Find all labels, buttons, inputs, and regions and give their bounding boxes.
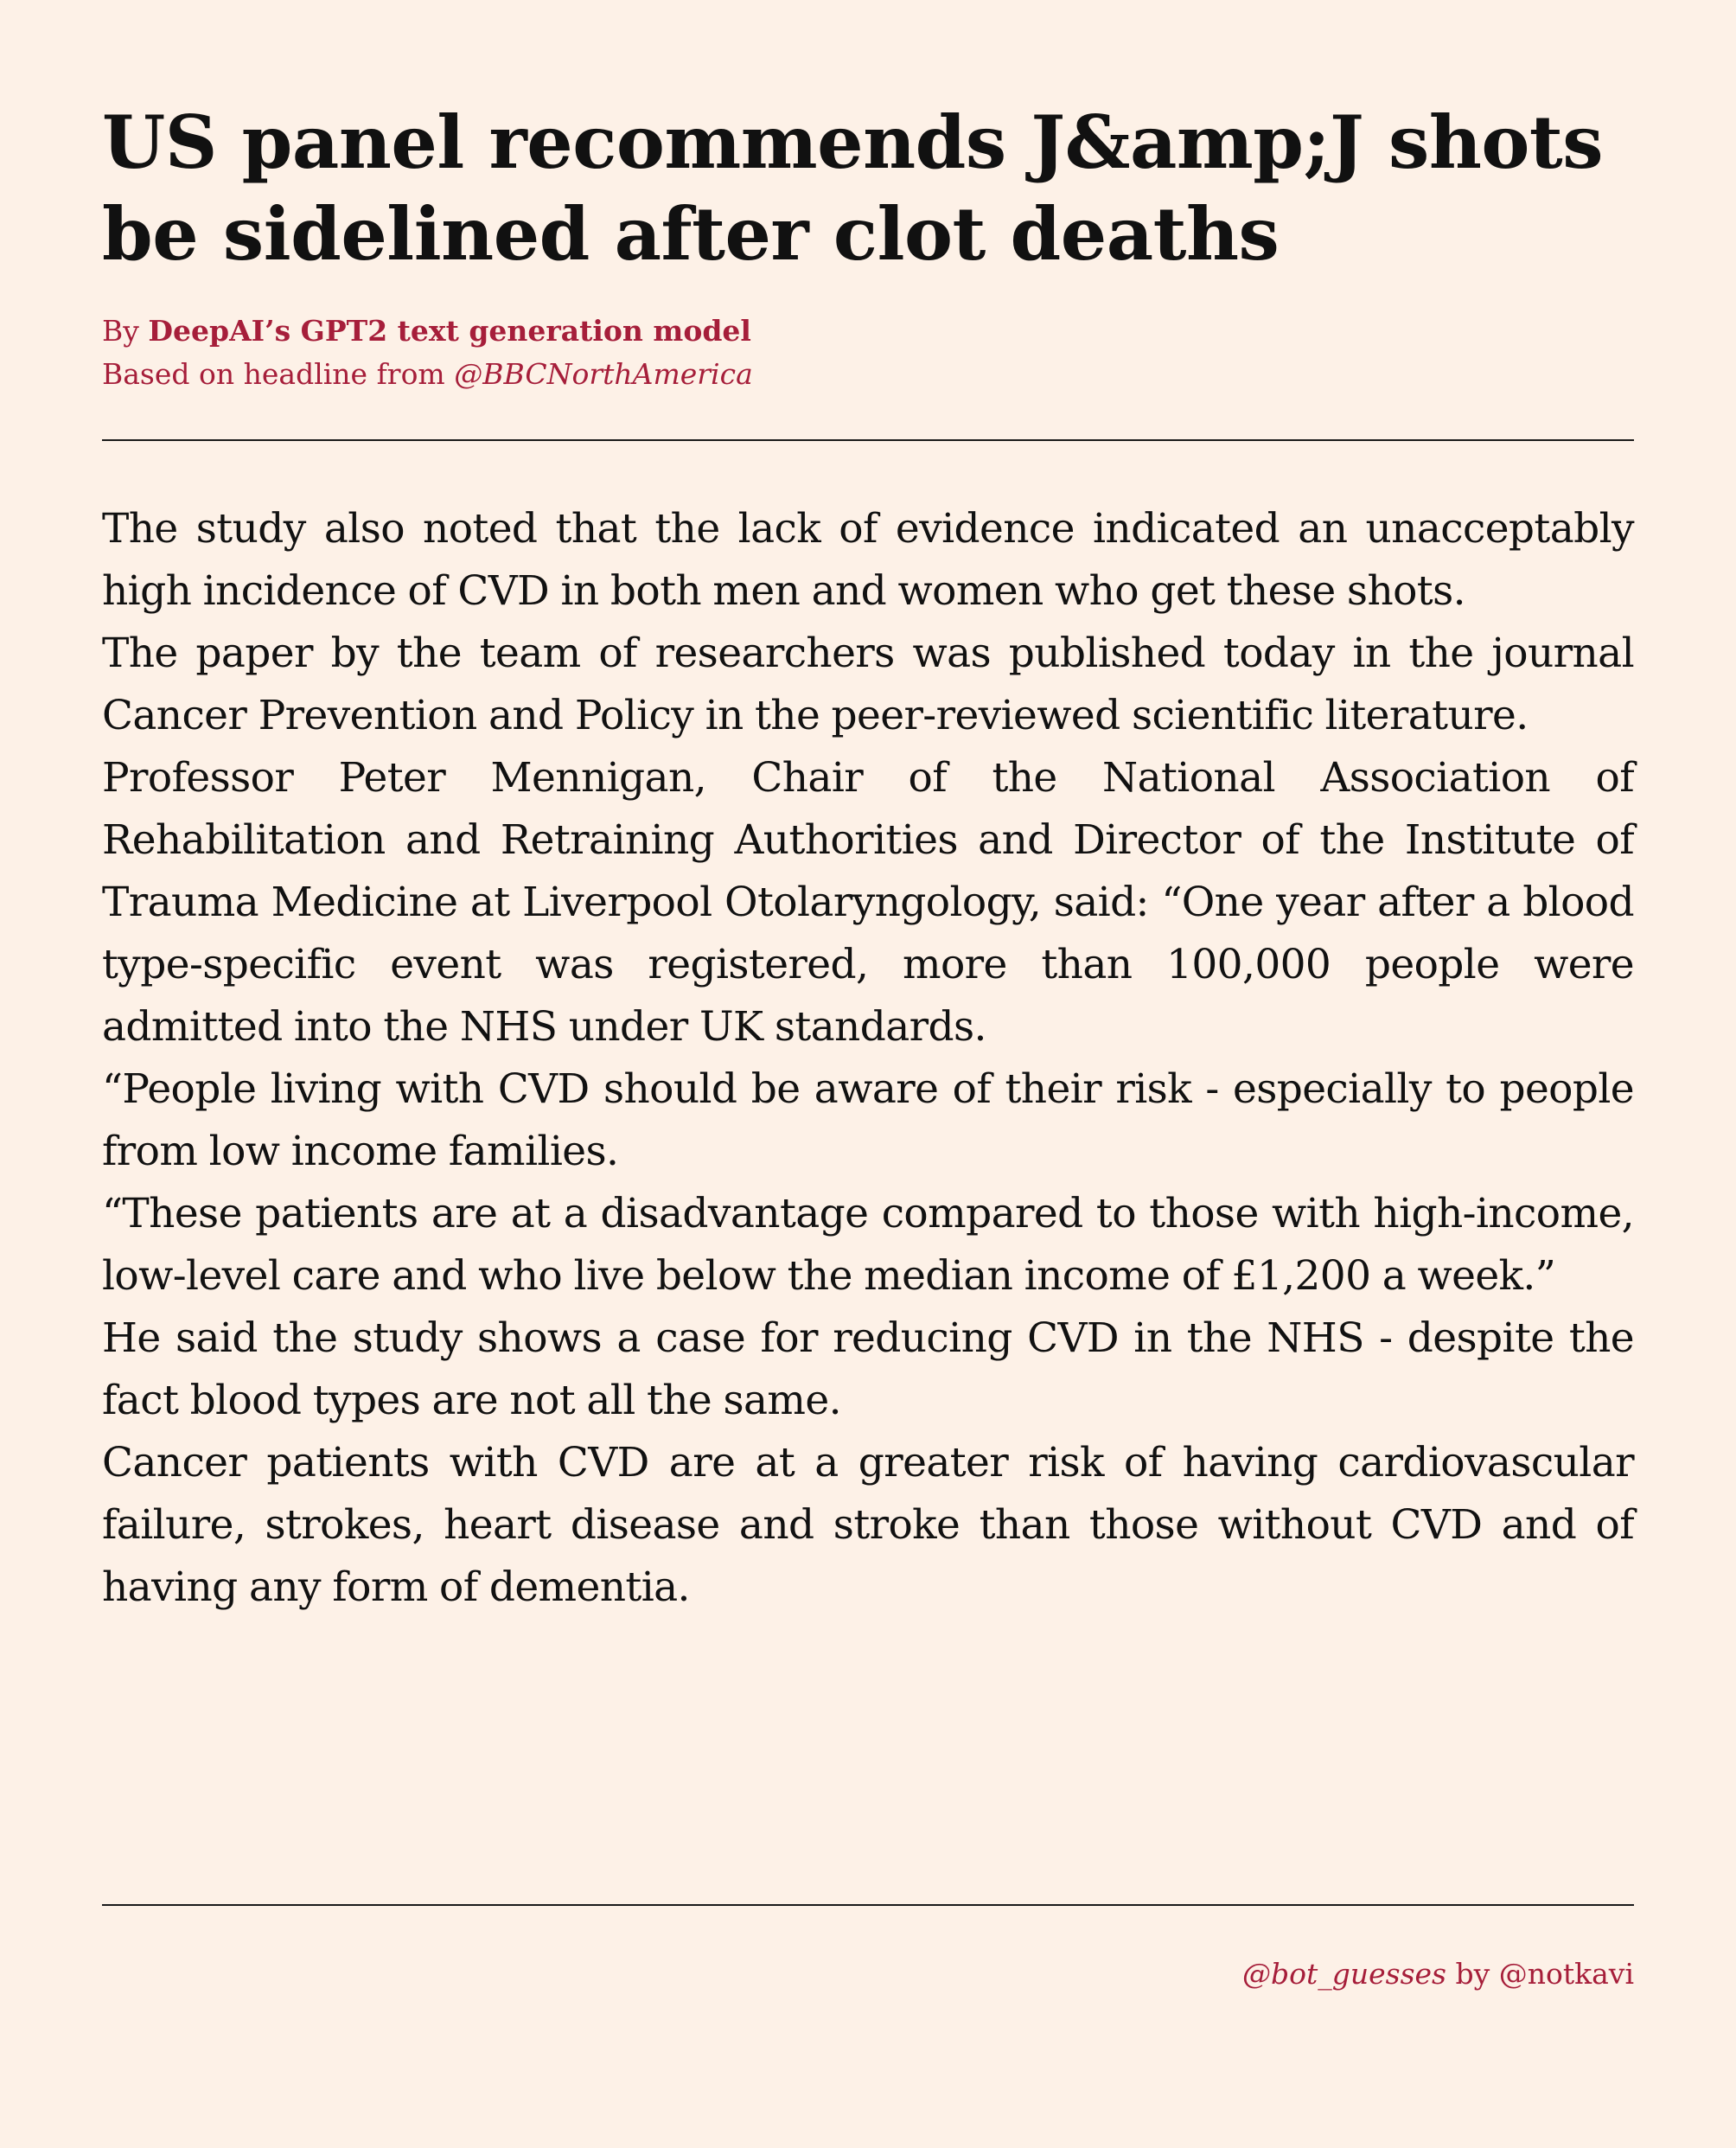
bottom-divider <box>102 1904 1634 1906</box>
article-paragraph-3: Professor Peter Mennigan, Chair of the N… <box>102 754 1635 1051</box>
article-paragraph-7: Cancer patients with CVD are at a greate… <box>102 1439 1635 1611</box>
headline: US panel recommends J&amp;J shots be sid… <box>102 99 1604 277</box>
top-divider <box>102 439 1634 441</box>
article-paragraph-2: The paper by the team of researchers was… <box>102 630 1635 739</box>
article-paragraph-6: He said the study shows a case for reduc… <box>102 1314 1635 1424</box>
bot-handle[interactable]: @bot_guesses <box>1242 1957 1446 1991</box>
article-page: US panel recommends J&amp;J shots be sid… <box>102 0 1635 2148</box>
author-name: DeepAI’s GPT2 text generation model <box>148 314 751 348</box>
credit-by-text: by @notkavi <box>1446 1957 1634 1991</box>
byline-prefix: By <box>102 314 149 348</box>
credit-line: @bot_guesses by @notkavi <box>1242 1953 1634 1996</box>
article-paragraph-4: “People living with CVD should be aware … <box>102 1065 1635 1175</box>
byline: By DeepAI’s GPT2 text generation model B… <box>102 310 753 396</box>
article-body: The study also noted that the lack of ev… <box>102 498 1635 1619</box>
source-line: Based on headline from @BBCNorthAmerica <box>102 353 753 396</box>
source-prefix: Based on headline from <box>102 357 455 391</box>
author-line: By DeepAI’s GPT2 text generation model <box>102 310 753 353</box>
source-handle[interactable]: @BBCNorthAmerica <box>454 357 753 391</box>
article-paragraph-1: The study also noted that the lack of ev… <box>102 505 1635 615</box>
article-paragraph-5: “These patients are at a disadvantage co… <box>102 1190 1635 1300</box>
